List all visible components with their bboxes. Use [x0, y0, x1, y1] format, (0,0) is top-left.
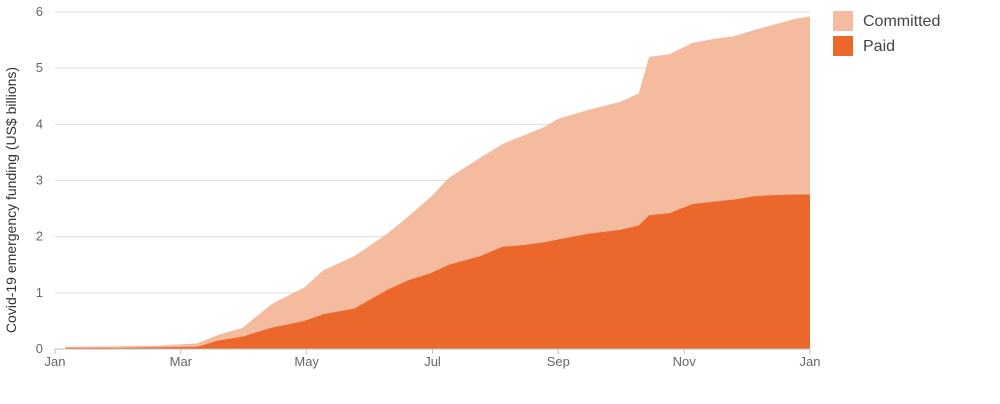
x-tick-label: May — [294, 354, 319, 369]
y-axis-title: Covid-19 emergency funding (US$ billions… — [3, 67, 19, 333]
y-tick-label: 6 — [36, 4, 43, 19]
y-tick-label: 1 — [36, 285, 43, 300]
y-tick-label: 4 — [36, 116, 43, 131]
y-tick-label: 3 — [36, 173, 43, 188]
y-tick-label: 2 — [36, 229, 43, 244]
area-series — [65, 16, 811, 349]
y-axis: 0 1 2 3 4 5 6 — [36, 4, 43, 356]
legend-label-paid: Paid — [863, 38, 895, 55]
legend-swatch-committed — [833, 11, 853, 31]
x-tick-label: Jan — [800, 354, 821, 369]
legend-swatch-paid — [833, 36, 853, 56]
legend: Committed Paid — [833, 11, 940, 56]
y-tick-label: 5 — [36, 60, 43, 75]
legend-label-committed: Committed — [863, 13, 940, 30]
x-tick-label: Mar — [170, 354, 193, 369]
x-tick-label: Jan — [45, 354, 66, 369]
y-tick-label: 0 — [36, 341, 43, 356]
x-tick-label: Jul — [424, 354, 441, 369]
x-tick-label: Sep — [547, 354, 570, 369]
x-axis: Jan Mar May Jul Sep Nov Jan — [45, 348, 821, 369]
x-tick-label: Nov — [673, 354, 697, 369]
area-paid — [65, 194, 811, 349]
